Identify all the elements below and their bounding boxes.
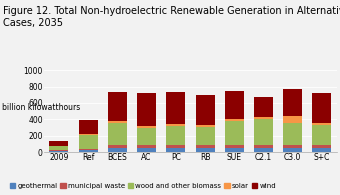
Legend: geothermal, municipal waste, wood and other biomass, solar, wind: geothermal, municipal waste, wood and ot…	[7, 180, 278, 191]
Bar	[195, 145, 215, 148]
Bar	[312, 123, 332, 125]
Bar	[166, 126, 185, 145]
Bar	[49, 150, 68, 151]
Bar	[166, 124, 185, 126]
Bar	[79, 150, 98, 152]
Bar	[312, 93, 332, 123]
Bar	[283, 123, 302, 145]
Bar	[254, 119, 273, 145]
Bar	[137, 148, 156, 152]
Bar	[108, 121, 127, 123]
Bar	[108, 92, 127, 121]
Bar	[283, 148, 302, 152]
Bar	[49, 146, 68, 150]
Bar	[254, 97, 273, 117]
Text: billion kilowatthours: billion kilowatthours	[2, 103, 80, 112]
Bar	[137, 128, 156, 145]
Bar	[137, 126, 156, 128]
Bar	[225, 121, 244, 145]
Bar	[283, 145, 302, 148]
Bar	[79, 120, 98, 134]
Bar	[166, 92, 185, 124]
Bar	[254, 148, 273, 152]
Bar	[49, 141, 68, 145]
Bar	[254, 145, 273, 148]
Bar	[225, 148, 244, 152]
Bar	[137, 145, 156, 148]
Bar	[312, 145, 332, 148]
Bar	[195, 125, 215, 127]
Bar	[312, 125, 332, 145]
Text: Figure 12. Total Non-hydroelectric Renewable Generation in Alternative
Cases, 20: Figure 12. Total Non-hydroelectric Renew…	[3, 6, 340, 28]
Bar	[79, 134, 98, 135]
Bar	[195, 127, 215, 145]
Bar	[108, 145, 127, 148]
Bar	[312, 148, 332, 152]
Bar	[137, 93, 156, 126]
Bar	[225, 145, 244, 148]
Bar	[166, 145, 185, 148]
Bar	[79, 135, 98, 149]
Bar	[225, 119, 244, 121]
Bar	[166, 148, 185, 152]
Bar	[225, 91, 244, 119]
Bar	[195, 148, 215, 152]
Bar	[283, 89, 302, 116]
Bar	[195, 95, 215, 125]
Bar	[49, 151, 68, 152]
Bar	[79, 149, 98, 150]
Bar	[283, 116, 302, 123]
Bar	[108, 148, 127, 152]
Bar	[254, 117, 273, 119]
Bar	[108, 123, 127, 145]
